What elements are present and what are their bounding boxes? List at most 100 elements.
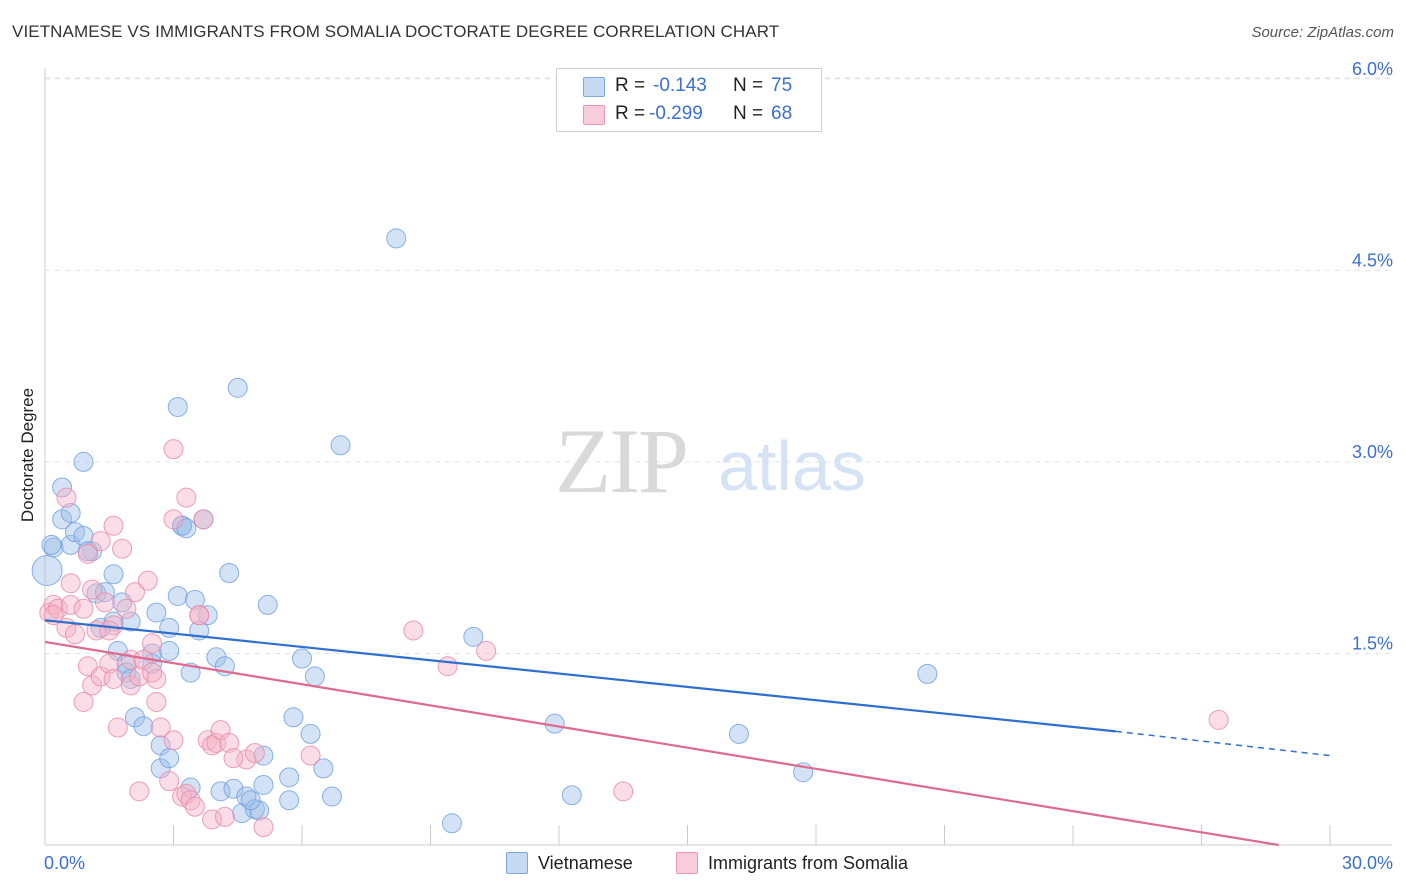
data-point-vietnamese bbox=[73, 451, 94, 472]
data-point-somalia bbox=[56, 487, 77, 508]
watermark-zip: ZIP bbox=[555, 410, 687, 512]
chart-source: Source: ZipAtlas.com bbox=[1251, 24, 1394, 41]
data-point-somalia bbox=[60, 573, 81, 594]
data-point-vietnamese bbox=[300, 723, 321, 744]
y-tick-label: 3.0% bbox=[1352, 442, 1393, 462]
data-point-vietnamese bbox=[103, 564, 124, 585]
data-point-somalia bbox=[163, 509, 184, 530]
data-point-vietnamese bbox=[917, 663, 938, 684]
data-point-somalia bbox=[202, 809, 223, 830]
data-point-somalia bbox=[112, 538, 133, 559]
data-point-somalia bbox=[129, 666, 150, 687]
data-point-somalia bbox=[176, 487, 197, 508]
data-point-vietnamese bbox=[279, 790, 300, 811]
data-point-somalia bbox=[300, 745, 321, 766]
data-point-somalia bbox=[64, 624, 85, 645]
data-point-vietnamese bbox=[124, 707, 145, 728]
x-tick-label-min: 0.0% bbox=[44, 853, 85, 873]
data-point-somalia bbox=[129, 781, 150, 802]
data-point-vietnamese bbox=[60, 502, 81, 523]
legend-label-vietnamese: Vietnamese bbox=[538, 852, 633, 873]
data-point-vietnamese bbox=[167, 585, 188, 606]
data-point-somalia bbox=[116, 598, 137, 619]
data-point-vietnamese bbox=[180, 662, 201, 683]
data-point-vietnamese bbox=[463, 626, 484, 647]
data-point-vietnamese bbox=[210, 781, 231, 802]
data-point-somalia bbox=[244, 743, 265, 764]
data-point-somalia bbox=[1208, 709, 1229, 730]
data-point-somalia bbox=[193, 509, 214, 530]
data-point-vietnamese bbox=[52, 477, 73, 498]
data-point-somalia bbox=[253, 817, 274, 838]
data-point-vietnamese bbox=[292, 648, 312, 669]
data-point-vietnamese bbox=[249, 800, 270, 821]
y-tick-label: 6.0% bbox=[1352, 59, 1393, 79]
data-point-somalia bbox=[77, 543, 98, 564]
legend-swatch-somalia bbox=[676, 852, 698, 874]
data-point-vietnamese bbox=[330, 435, 351, 456]
data-point-somalia bbox=[142, 633, 163, 654]
trend-line-somalia bbox=[44, 640, 1279, 847]
correlation-legend: R = -0.143 N = 75 R = -0.299 N = 68 bbox=[556, 68, 822, 132]
data-point-somalia bbox=[476, 640, 497, 661]
data-point-vietnamese bbox=[561, 785, 582, 806]
data-point-somalia bbox=[437, 656, 458, 677]
data-point-vietnamese bbox=[146, 602, 167, 623]
data-point-vietnamese bbox=[219, 562, 240, 583]
data-point-somalia bbox=[146, 691, 167, 712]
legend-n-value: 75 bbox=[771, 75, 793, 96]
data-point-vietnamese bbox=[283, 707, 304, 728]
legend-r-value: -0.299 bbox=[649, 103, 703, 124]
data-point-vietnamese bbox=[167, 396, 188, 417]
legend-r-label: R = bbox=[615, 75, 646, 96]
data-point-somalia bbox=[82, 675, 103, 696]
data-point-vietnamese bbox=[253, 745, 274, 766]
legend-r-label: R = bbox=[615, 103, 646, 124]
data-point-vietnamese bbox=[441, 813, 462, 834]
data-point-somalia bbox=[189, 605, 210, 626]
points-layer bbox=[31, 228, 1229, 838]
data-point-vietnamese bbox=[41, 534, 62, 555]
data-point-somalia bbox=[137, 570, 158, 591]
data-point-vietnamese bbox=[257, 594, 278, 615]
legend-n-value: 68 bbox=[771, 103, 793, 124]
y-tick-label: 1.5% bbox=[1352, 633, 1393, 653]
data-point-vietnamese bbox=[43, 537, 64, 558]
data-point-somalia bbox=[99, 653, 120, 674]
data-point-somalia bbox=[184, 796, 205, 817]
data-point-somalia bbox=[82, 579, 103, 600]
data-point-somalia bbox=[163, 439, 184, 460]
data-point-somalia bbox=[94, 592, 115, 613]
data-point-somalia bbox=[214, 806, 235, 827]
trend-line-vietnamese-extension bbox=[1115, 730, 1331, 757]
data-point-somalia bbox=[150, 717, 171, 738]
data-point-vietnamese bbox=[321, 786, 342, 807]
data-point-vietnamese bbox=[133, 716, 154, 737]
data-point-vietnamese bbox=[94, 582, 115, 603]
data-point-somalia bbox=[107, 717, 128, 738]
tick-label-layer: 1.5% 3.0% 4.5% 6.0% 0.0% 30.0% bbox=[44, 59, 1393, 873]
data-point-vietnamese bbox=[31, 554, 63, 586]
legend-item-somalia: Immigrants from Somalia bbox=[676, 852, 908, 874]
data-point-vietnamese bbox=[120, 611, 141, 632]
legend-n-label: N = bbox=[733, 75, 764, 96]
data-point-vietnamese bbox=[304, 666, 325, 687]
data-point-vietnamese bbox=[184, 589, 205, 610]
data-point-vietnamese bbox=[728, 723, 749, 744]
data-point-somalia bbox=[219, 732, 240, 753]
data-point-somalia bbox=[103, 515, 124, 536]
data-point-vietnamese bbox=[313, 758, 334, 779]
data-point-somalia bbox=[223, 748, 244, 769]
watermark-atlas: atlas bbox=[718, 427, 866, 505]
data-point-somalia bbox=[159, 771, 180, 792]
data-point-somalia bbox=[99, 620, 120, 641]
x-tick-label-max: 30.0% bbox=[1342, 853, 1393, 873]
legend-label-somalia: Immigrants from Somalia bbox=[708, 852, 909, 873]
grid-layer bbox=[45, 77, 1392, 654]
chart-title: VIETNAMESE VS IMMIGRANTS FROM SOMALIA DO… bbox=[12, 22, 780, 41]
data-point-somalia bbox=[103, 668, 124, 689]
data-point-somalia bbox=[613, 781, 634, 802]
data-point-somalia bbox=[403, 620, 424, 641]
data-point-vietnamese bbox=[159, 748, 180, 769]
